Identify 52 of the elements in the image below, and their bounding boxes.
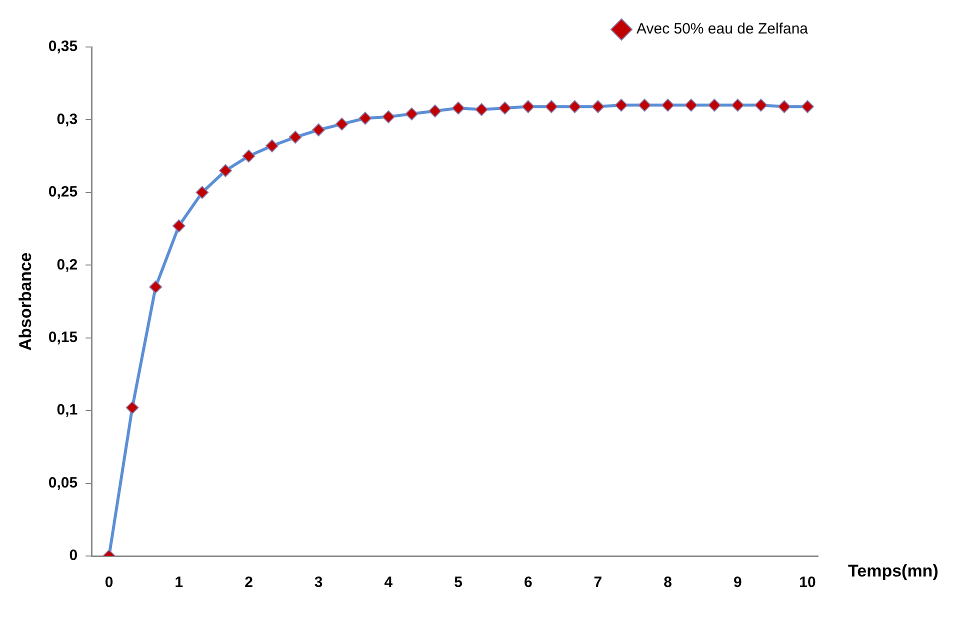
- x-axis-title: Temps(mn): [848, 562, 938, 581]
- x-tick-label: 2: [244, 574, 253, 592]
- point: [358, 112, 372, 125]
- y-tick-label: 0,1: [56, 402, 78, 419]
- point: [591, 100, 604, 114]
- point: [312, 123, 326, 136]
- point: [149, 280, 162, 294]
- point: [638, 98, 652, 112]
- y-tick-label: 0: [69, 547, 78, 564]
- point: [266, 139, 279, 152]
- point: [684, 98, 698, 112]
- y-tick-label: 0,35: [48, 38, 78, 56]
- point: [405, 107, 418, 120]
- point: [196, 186, 209, 199]
- point: [218, 164, 232, 178]
- point: [614, 98, 628, 112]
- y-tick-label: 0,05: [48, 474, 78, 492]
- point: [544, 100, 558, 114]
- x-tick-label: 10: [799, 574, 816, 592]
- y-tick-label: 0,2: [56, 256, 78, 274]
- x-tick-label: 8: [664, 574, 672, 592]
- x-tick-label: 1: [174, 574, 184, 592]
- x-tick-label: 3: [314, 574, 323, 592]
- point: [731, 98, 744, 112]
- point: [568, 100, 582, 114]
- x-tick-label: 7: [594, 574, 602, 592]
- point: [382, 110, 395, 124]
- point: [452, 102, 465, 115]
- legend-label: Avec 50% eau de Zelfana: [636, 20, 809, 38]
- y-tick-label: 0,15: [48, 329, 78, 346]
- point: [335, 118, 348, 131]
- y-axis-title: Absorbance: [16, 252, 35, 351]
- point: [498, 102, 512, 115]
- y-tick-label: 0,25: [48, 184, 78, 201]
- point: [172, 219, 186, 232]
- point: [126, 401, 139, 414]
- x-tick-label: 5: [454, 574, 462, 592]
- point: [661, 98, 674, 112]
- x-tick-label: 9: [734, 574, 742, 592]
- x-tick-label: 4: [384, 574, 394, 592]
- point: [801, 100, 814, 114]
- point: [754, 98, 768, 112]
- point: [778, 100, 791, 114]
- point: [288, 130, 302, 144]
- x-tick-label: 6: [524, 574, 532, 592]
- x-tick-label: 0: [104, 574, 114, 592]
- y-tick-label: 0,3: [56, 110, 78, 128]
- point: [475, 103, 488, 116]
- point: [242, 150, 256, 163]
- point: [428, 104, 442, 118]
- point: [522, 100, 535, 114]
- point: [708, 98, 721, 112]
